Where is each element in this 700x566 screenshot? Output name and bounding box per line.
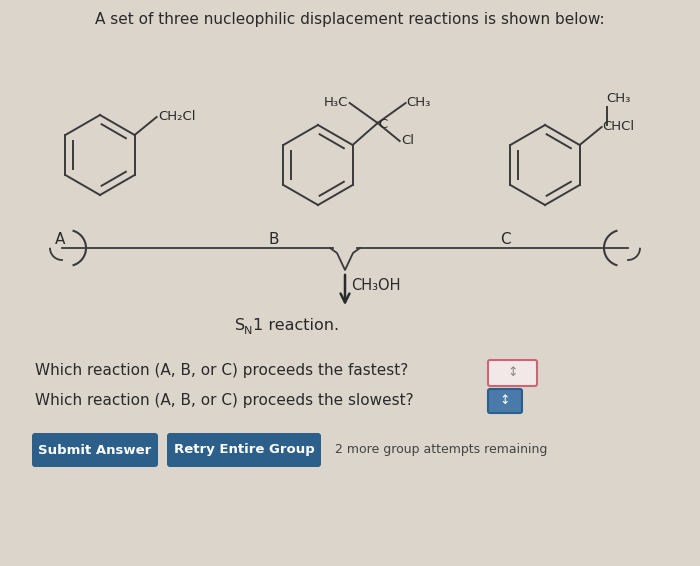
Text: A set of three nucleophilic displacement reactions is shown below:: A set of three nucleophilic displacement… (95, 12, 605, 27)
Text: ↕: ↕ (508, 367, 518, 379)
Text: H₃C: H₃C (323, 96, 348, 109)
FancyBboxPatch shape (488, 360, 537, 386)
Text: 1 reaction.: 1 reaction. (253, 318, 339, 333)
Text: CH₂Cl: CH₂Cl (159, 110, 196, 123)
Text: CH₃: CH₃ (607, 92, 631, 105)
Text: C: C (379, 118, 388, 131)
Text: A: A (55, 233, 65, 247)
FancyBboxPatch shape (167, 433, 321, 467)
Text: N: N (244, 326, 253, 336)
Text: Which reaction (A, B, or C) proceeds the slowest?: Which reaction (A, B, or C) proceeds the… (35, 392, 414, 408)
Text: Retry Entire Group: Retry Entire Group (174, 444, 314, 457)
Text: C: C (500, 233, 510, 247)
Text: ↕: ↕ (500, 395, 510, 408)
FancyBboxPatch shape (488, 389, 522, 413)
Text: CHCl: CHCl (603, 121, 635, 134)
Text: S: S (235, 318, 245, 333)
Text: 2 more group attempts remaining: 2 more group attempts remaining (335, 444, 547, 457)
Text: CH₃OH: CH₃OH (351, 278, 400, 294)
Text: Cl: Cl (402, 135, 414, 148)
FancyBboxPatch shape (32, 433, 158, 467)
Text: Submit Answer: Submit Answer (38, 444, 152, 457)
Text: Which reaction (A, B, or C) proceeds the fastest?: Which reaction (A, B, or C) proceeds the… (35, 362, 408, 378)
Text: B: B (268, 233, 279, 247)
Text: CH₃: CH₃ (407, 96, 431, 109)
